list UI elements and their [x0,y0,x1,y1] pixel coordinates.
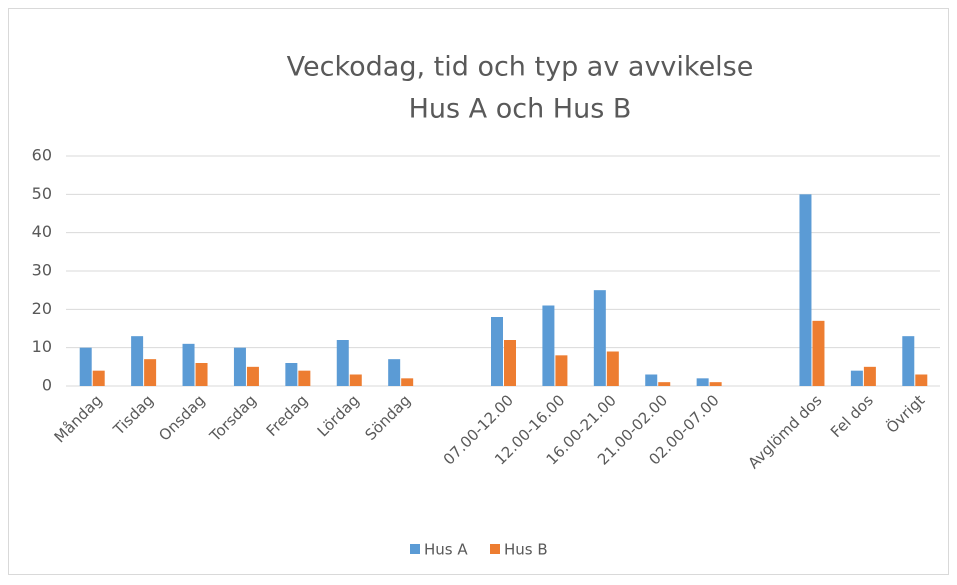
bar [645,374,658,386]
bar [388,359,401,386]
bar [709,382,722,386]
bar [812,320,825,386]
bar [504,340,516,386]
y-tick-label: 10 [32,337,52,356]
chart-title: Veckodag, tid och typ av avvikelse [287,52,754,83]
bar [144,359,157,386]
bar [246,366,259,386]
bar [542,305,555,386]
y-tick-label: 40 [32,222,52,241]
bar [298,370,311,386]
y-tick-label: 30 [32,261,52,280]
bar [658,382,671,386]
bar [195,363,208,386]
bar [799,194,812,386]
y-tick-label: 0 [42,376,52,395]
legend-swatch [410,544,420,554]
legend-label: Hus A [424,541,468,559]
chart-subtitle: Hus A och Hus B [409,94,632,125]
y-tick-label: 20 [32,299,52,318]
bar [850,370,863,386]
bar [696,378,709,386]
bar [915,374,928,386]
bar [606,351,619,386]
legend-label: Hus B [504,541,548,559]
bar [182,343,195,386]
bar [233,347,246,386]
bar [401,378,414,386]
chart-border [8,8,949,575]
y-tick-label: 60 [32,146,52,165]
bar [285,363,298,386]
bar [79,347,92,386]
bar [92,370,105,386]
legend-swatch [490,544,500,554]
bar [902,336,915,386]
bar [349,374,362,386]
bar [555,355,568,386]
bar [863,366,876,386]
bar [131,336,144,386]
bar [336,340,349,386]
bar [491,317,503,386]
bar [593,290,606,386]
y-tick-label: 50 [32,184,52,203]
